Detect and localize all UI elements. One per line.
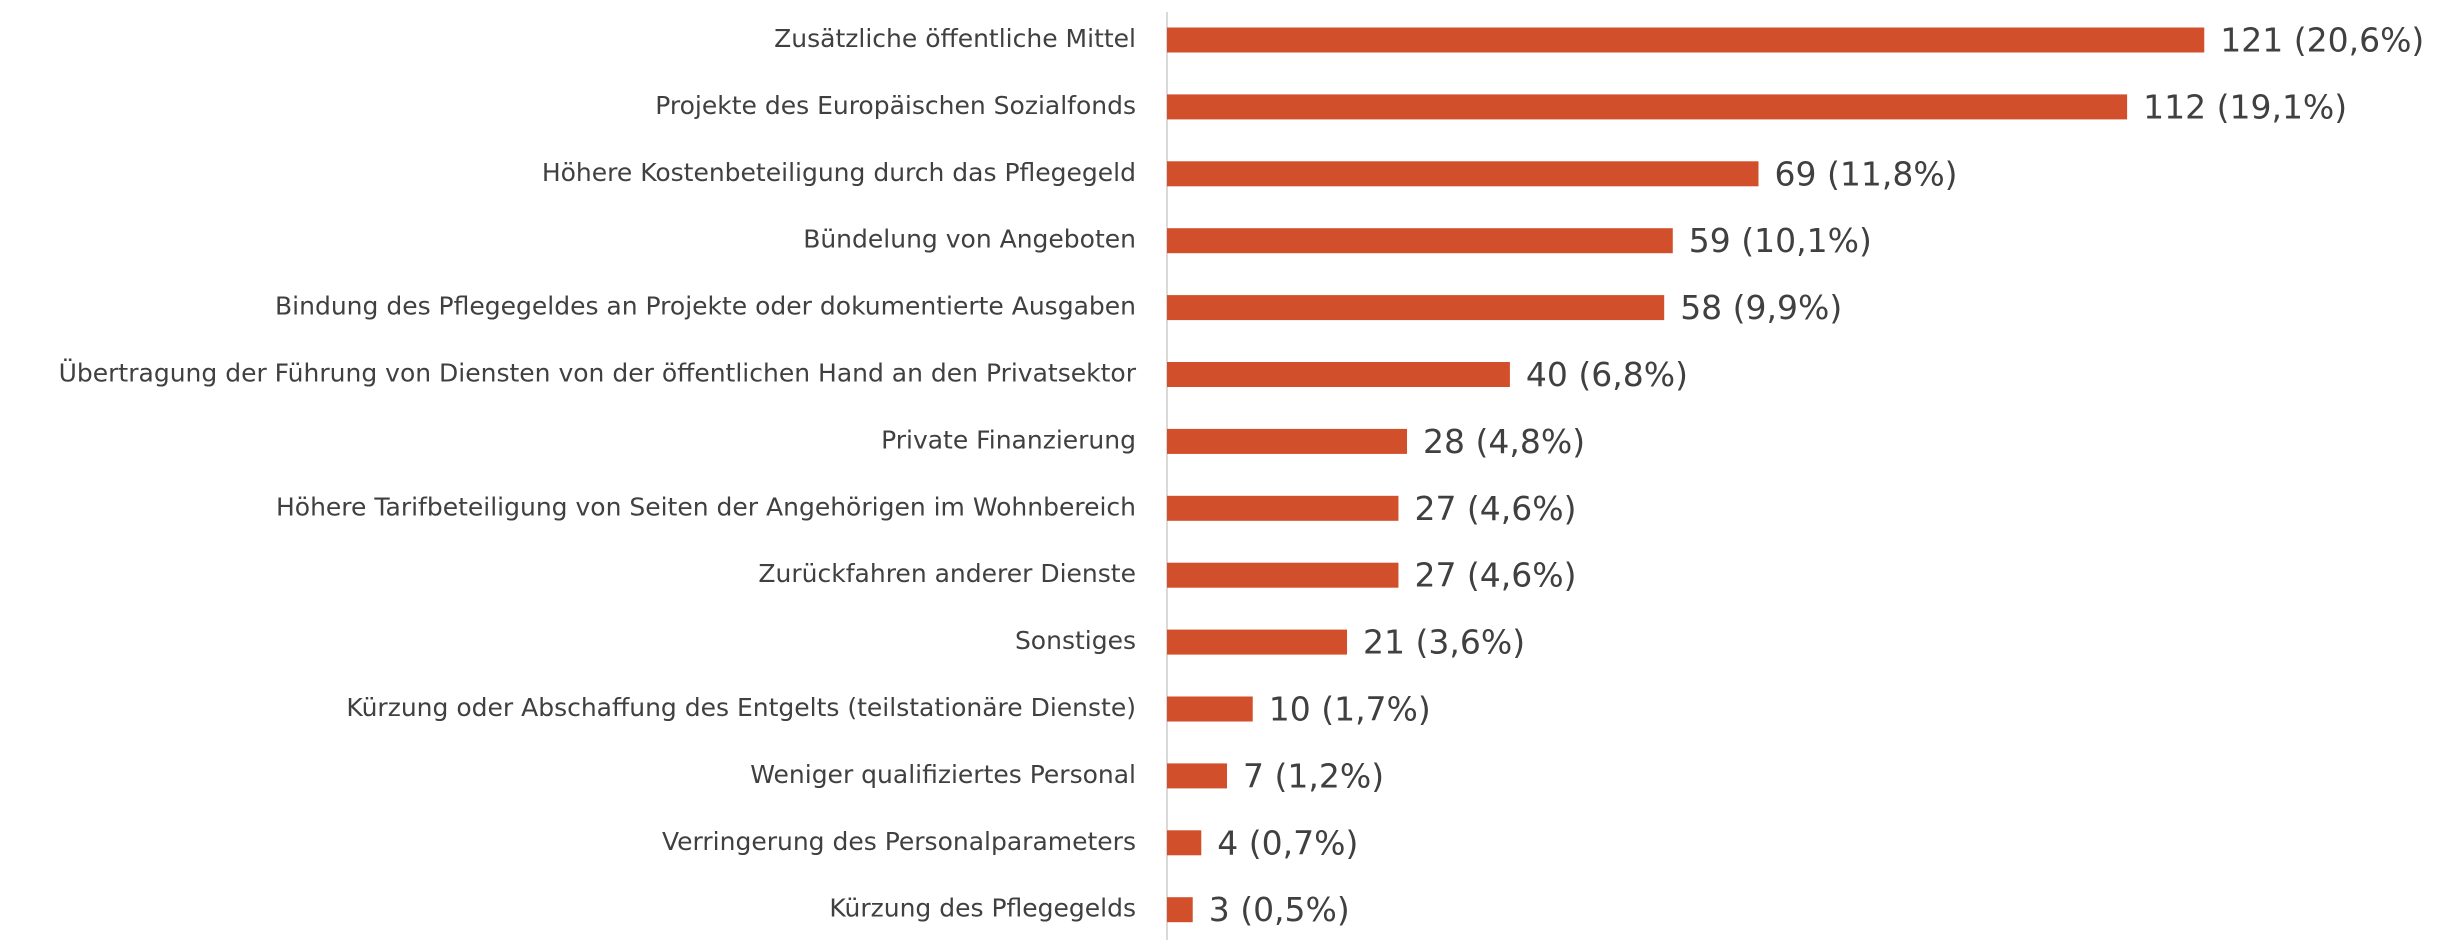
- bar: [1167, 897, 1193, 923]
- bar: [1167, 629, 1348, 655]
- bar: [1167, 94, 2128, 120]
- bar: [1167, 562, 1399, 588]
- value-label: 69 (11,8%): [1774, 154, 1957, 193]
- category-label: Verringerung des Personalparameters: [662, 827, 1136, 856]
- category-label: Höhere Tarifbeteiligung von Seiten der A…: [276, 492, 1136, 521]
- bar: [1167, 830, 1202, 856]
- value-label: 21 (3,6%): [1363, 623, 1525, 662]
- value-label: 58 (9,9%): [1680, 288, 1842, 327]
- category-label: Kürzung des Pflegegelds: [829, 894, 1136, 923]
- value-label: 59 (10,1%): [1689, 221, 1872, 260]
- category-label: Zusätzliche öffentliche Mittel: [774, 24, 1136, 53]
- category-label: Sonstiges: [1015, 626, 1136, 655]
- category-label: Projekte des Europäischen Sozialfonds: [655, 91, 1136, 120]
- value-label: 3 (0,5%): [1209, 890, 1350, 929]
- value-label: 112 (19,1%): [2143, 87, 2347, 126]
- bar: [1167, 295, 1665, 321]
- bar: [1167, 161, 1759, 187]
- bar: [1167, 696, 1253, 722]
- value-label: 121 (20,6%): [2220, 21, 2424, 60]
- bar: [1167, 428, 1408, 454]
- category-label: Private Finanzierung: [881, 425, 1136, 454]
- category-label: Höhere Kostenbeteiligung durch das Pfleg…: [542, 158, 1136, 187]
- bar: [1167, 228, 1673, 254]
- bar: [1167, 495, 1399, 521]
- value-label: 40 (6,8%): [1526, 355, 1688, 394]
- value-label: 4 (0,7%): [1217, 823, 1358, 862]
- bar: [1167, 362, 1510, 387]
- category-label: Bindung des Pflegegeldes an Projekte ode…: [275, 292, 1136, 321]
- value-label: 28 (4,8%): [1423, 422, 1585, 461]
- value-label: 7 (1,2%): [1243, 756, 1384, 795]
- bar: [1167, 763, 1228, 789]
- value-label: 27 (4,6%): [1414, 556, 1576, 595]
- category-label: Kürzung oder Abschaffung des Entgelts (t…: [346, 693, 1136, 722]
- value-label: 10 (1,7%): [1269, 690, 1431, 729]
- category-label: Zurückfahren anderer Dienste: [758, 559, 1136, 588]
- category-label: Bündelung von Angeboten: [803, 225, 1136, 254]
- bar: [1167, 27, 2205, 53]
- value-label: 27 (4,6%): [1414, 489, 1576, 528]
- category-label: Übertragung der Führung von Diensten von…: [59, 359, 1137, 388]
- category-label: Weniger qualifiziertes Personal: [750, 760, 1136, 789]
